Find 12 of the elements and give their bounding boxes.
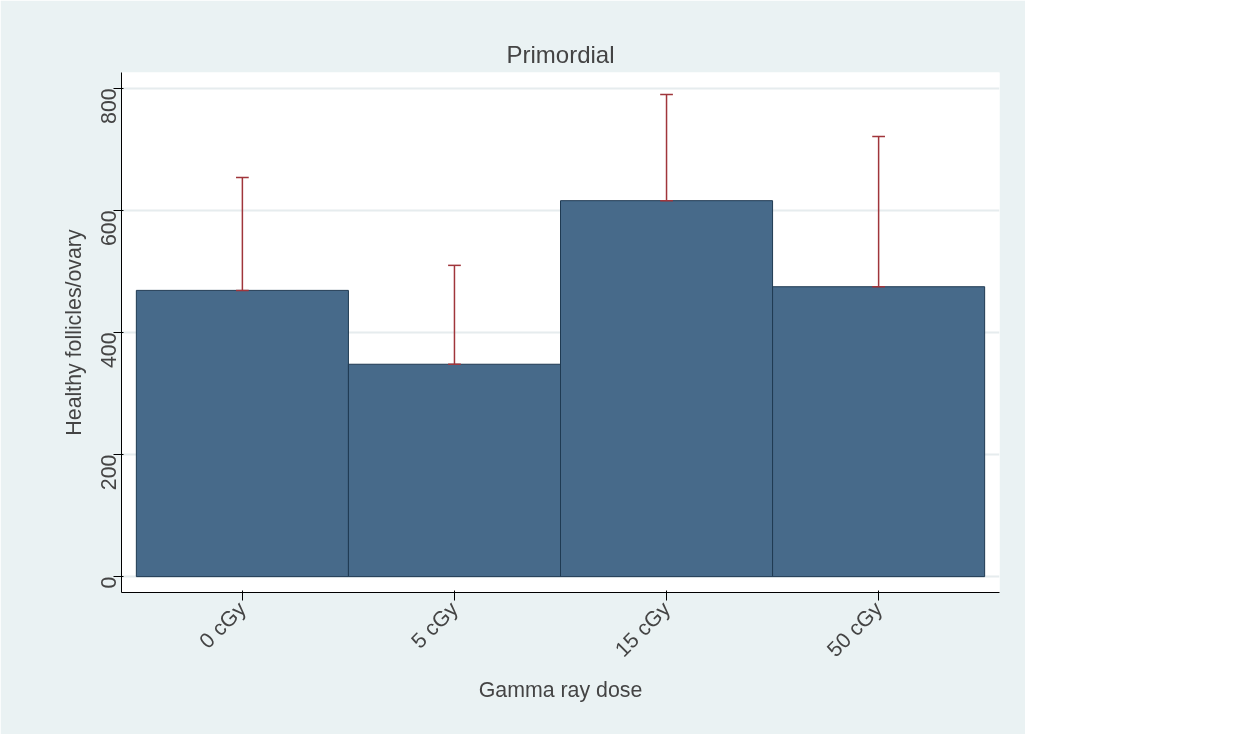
x-axis-title: Gamma ray dose (478, 678, 643, 703)
y-tick-label: 0 (97, 576, 121, 589)
x-tick-label: 15 cGy (610, 596, 676, 662)
y-tick-label: 200 (97, 454, 121, 491)
x-tick-label: 0 cGy (194, 596, 252, 654)
x-tick-label: 5 cGy (406, 596, 464, 654)
chart-title: Primordial (506, 40, 615, 68)
y-tick-label: 800 (97, 88, 121, 124)
y-axis-title: Healthy follicles/ovary (61, 229, 86, 436)
y-tick-label: 400 (97, 332, 121, 369)
x-tick-label: 50 cGy (822, 596, 888, 662)
y-tick-label: 600 (97, 210, 121, 247)
